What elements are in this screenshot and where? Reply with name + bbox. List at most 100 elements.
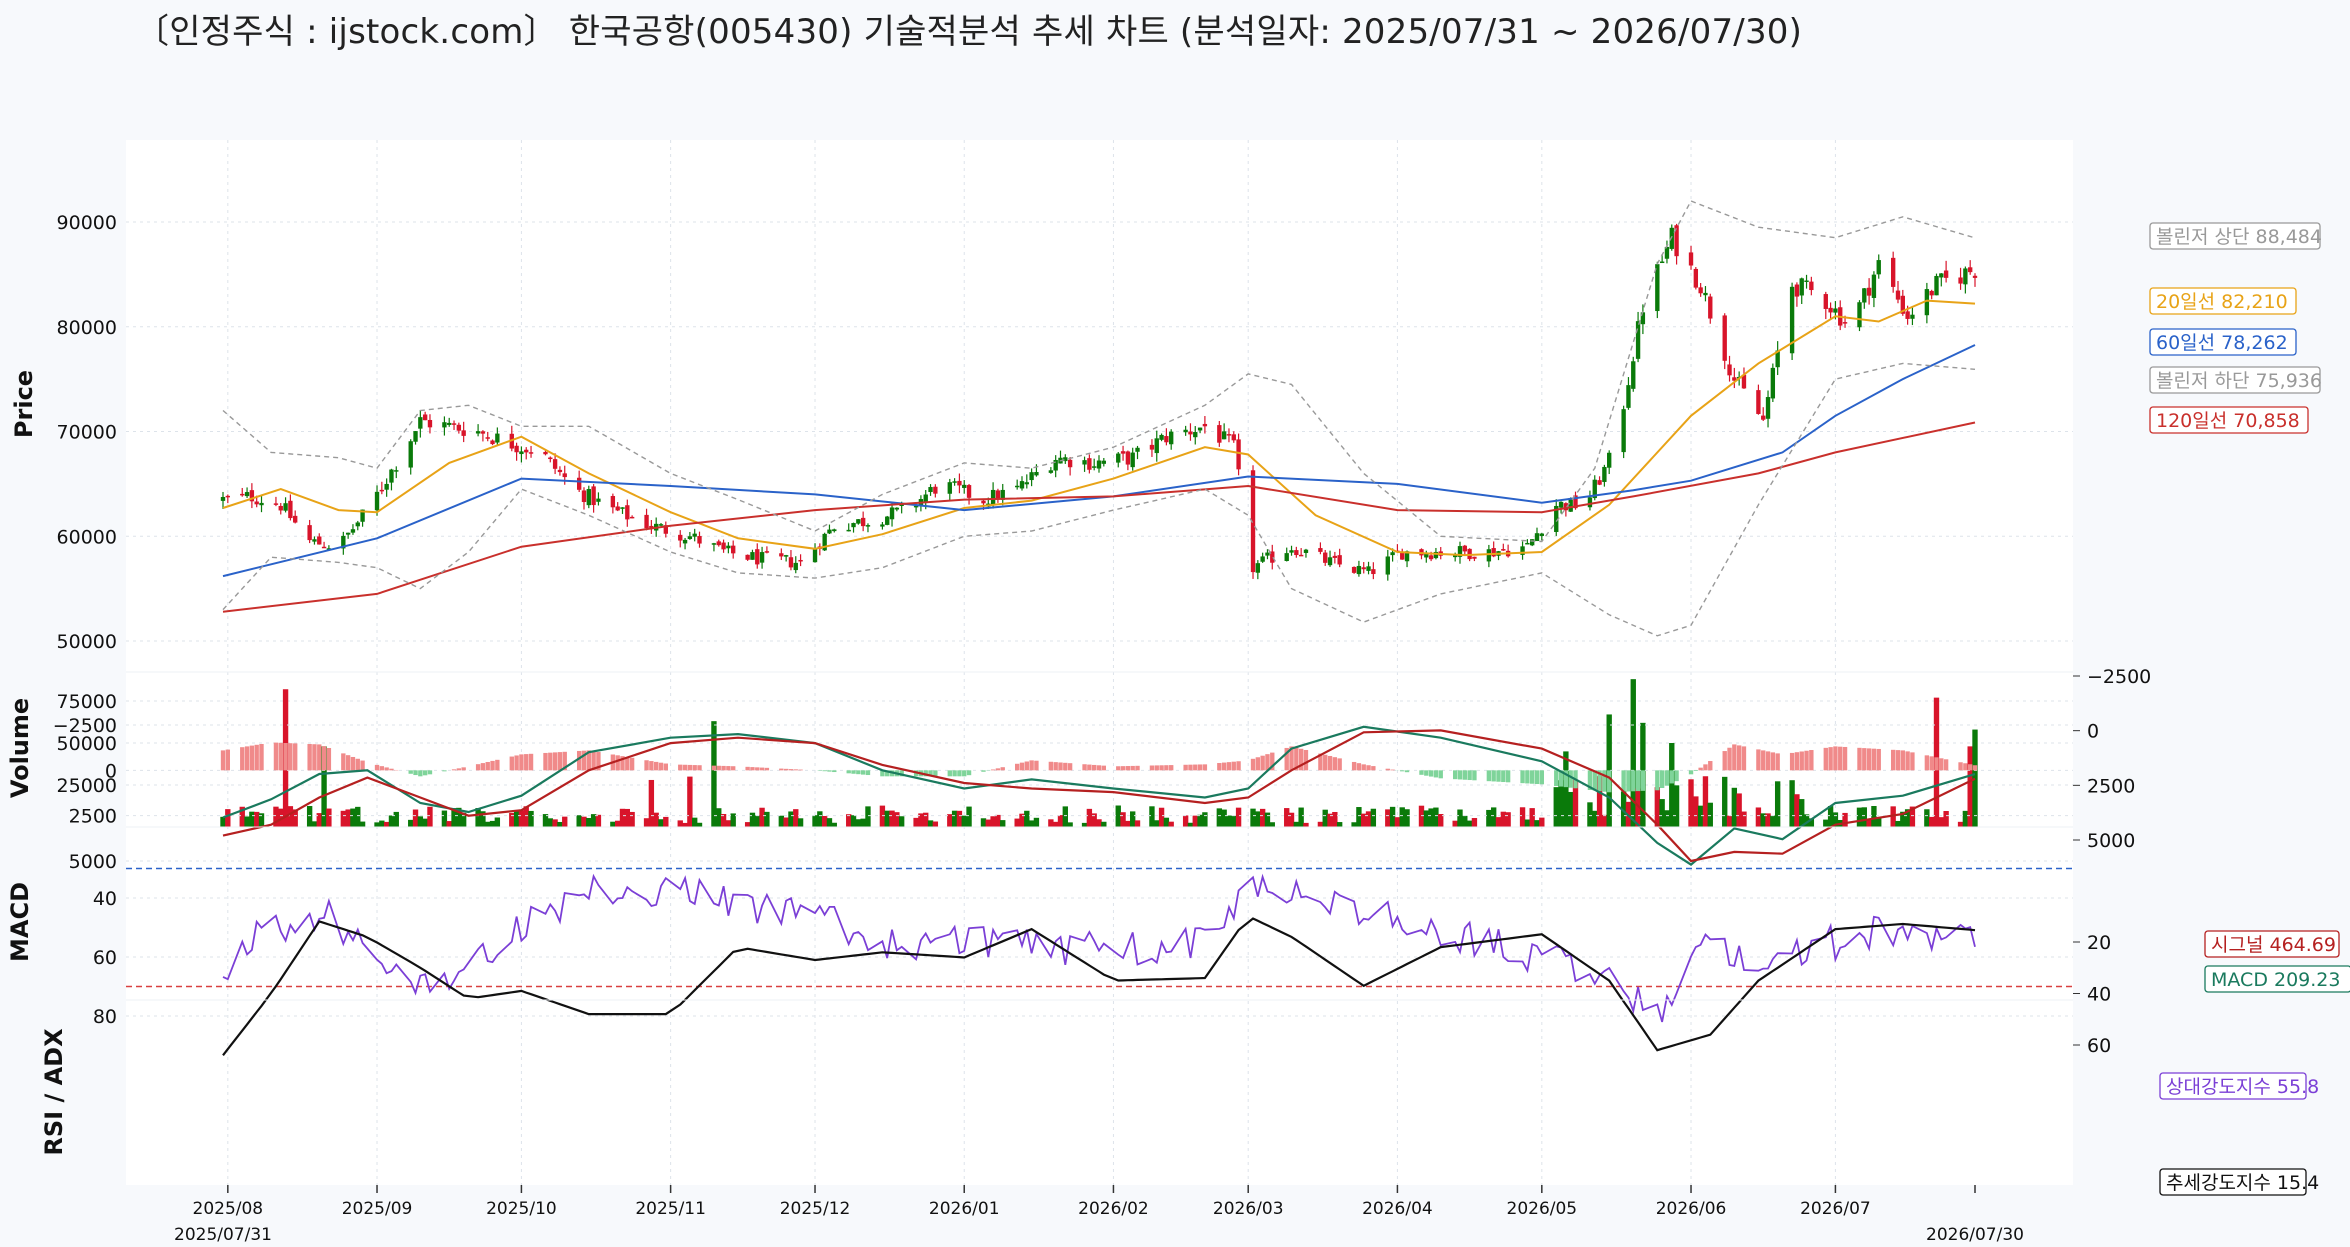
candle-body (678, 534, 683, 541)
candle-body (244, 492, 250, 497)
macd-histogram-bar (1655, 770, 1660, 791)
macd-histogram-bar (827, 770, 832, 772)
candle-body (1722, 315, 1727, 361)
macd-histogram-bar (1674, 770, 1679, 782)
macd-histogram-bar (1101, 765, 1106, 771)
x-end-date-label: 2026/07/30 (1926, 1225, 2024, 1245)
volume-bar (1505, 812, 1511, 827)
macd-histogram-bar (485, 761, 490, 771)
macd-histogram-bar (1116, 766, 1121, 771)
macd-histogram-bar (1149, 765, 1155, 771)
volume-bar (1587, 802, 1593, 827)
macd-histogram-bar (374, 764, 380, 771)
macd-histogram-bar (1823, 747, 1828, 771)
macd-histogram-bar (1501, 770, 1506, 783)
volume-bar (1101, 821, 1107, 827)
candle-body (1289, 550, 1294, 553)
candle-body (1862, 288, 1867, 303)
macd-histogram-bar (1530, 770, 1535, 784)
macd-histogram-bar (1169, 765, 1174, 771)
macd-histogram-bar (981, 770, 986, 772)
candle-body (1351, 566, 1357, 573)
candle-body (1857, 302, 1862, 328)
macd-histogram-bar (1842, 746, 1848, 771)
candle-body (1895, 290, 1901, 300)
volume-bar (1722, 776, 1728, 827)
volume-bar (254, 811, 260, 827)
candle-body (543, 451, 548, 455)
candle-body (1120, 451, 1126, 454)
macd-right-tick-0: −2500 (2087, 666, 2151, 688)
candle-body (663, 525, 668, 534)
macd-histogram-bar (1323, 754, 1328, 771)
volume-bar (1028, 820, 1035, 827)
macd-histogram-bar (1318, 753, 1323, 771)
volume-bar (1823, 819, 1829, 827)
price-label-4: 120일선 70,858 (2149, 406, 2309, 434)
candle-body (1890, 257, 1896, 287)
adx-right-tick-0: 20 (2087, 932, 2111, 954)
candle-body (1390, 552, 1395, 556)
candle-body (779, 553, 784, 557)
candle-body (1597, 480, 1602, 485)
macd-histogram-bar (418, 770, 423, 777)
candle-body (1871, 274, 1877, 298)
volume-bar (1635, 788, 1641, 827)
volume-bar (1900, 811, 1906, 827)
candle-body (1014, 485, 1020, 488)
candle-body (1501, 549, 1506, 551)
volume-bar (311, 821, 318, 827)
volume-bar (985, 819, 991, 827)
macd-histogram-bar (764, 767, 770, 771)
volume-bar (624, 808, 630, 827)
candle-body (1828, 307, 1833, 313)
candle-body (966, 485, 972, 498)
volume-bar (1770, 815, 1776, 827)
candle-body (682, 539, 688, 544)
macd-histogram-bar (1688, 770, 1694, 775)
volume-bar (1163, 817, 1170, 827)
rsi-line (222, 873, 1976, 1023)
macd-histogram-bar (1366, 765, 1371, 771)
macd-histogram-bar (1563, 770, 1569, 788)
candle-body (312, 539, 317, 542)
volume-bar (1235, 807, 1242, 827)
price-line-1 (222, 344, 1976, 578)
macd-line-1 (222, 729, 1976, 863)
macd-histogram-bar (422, 770, 428, 776)
volume-bar (1130, 811, 1136, 827)
macd-histogram-bar (966, 770, 972, 776)
adx-right-tick-1: 40 (2087, 984, 2111, 1006)
macd-histogram-bar (1838, 746, 1843, 771)
candle-body (981, 500, 986, 504)
candle-body (220, 497, 226, 501)
volume-bar (412, 809, 419, 827)
x-tick-label-9: 2026/05 (1507, 1199, 1578, 1219)
x-tick-label-10: 2026/06 (1656, 1199, 1727, 1219)
macd-histogram-bar (442, 770, 447, 772)
macd-histogram-bar (312, 744, 317, 771)
macd-histogram-bar (1828, 747, 1833, 771)
candle-body (1019, 481, 1025, 489)
volume-bar (451, 808, 457, 827)
macd-histogram-bar (1188, 764, 1193, 771)
volume-bar (581, 816, 587, 827)
volume-bar (326, 808, 332, 827)
macd-histogram-bar (1154, 765, 1159, 771)
candle-body (1635, 321, 1641, 359)
macd-histogram-bar (759, 767, 765, 771)
macd-histogram-bar (360, 760, 365, 771)
volume-bar (778, 815, 785, 827)
macd-histogram-bar (220, 750, 226, 771)
macd-histogram-bar (678, 764, 683, 771)
volume-bar (1630, 679, 1636, 827)
volume-bar (1115, 805, 1121, 827)
macd-histogram-bar (755, 767, 760, 771)
x-tick-label-5: 2026/01 (929, 1199, 1000, 1219)
candle-body (610, 496, 616, 508)
candle-body (1337, 555, 1342, 565)
macd-histogram-bar (1452, 770, 1458, 780)
macd-histogram-bar (427, 770, 433, 775)
candle-body (1756, 390, 1761, 414)
volume-bar (422, 818, 428, 827)
